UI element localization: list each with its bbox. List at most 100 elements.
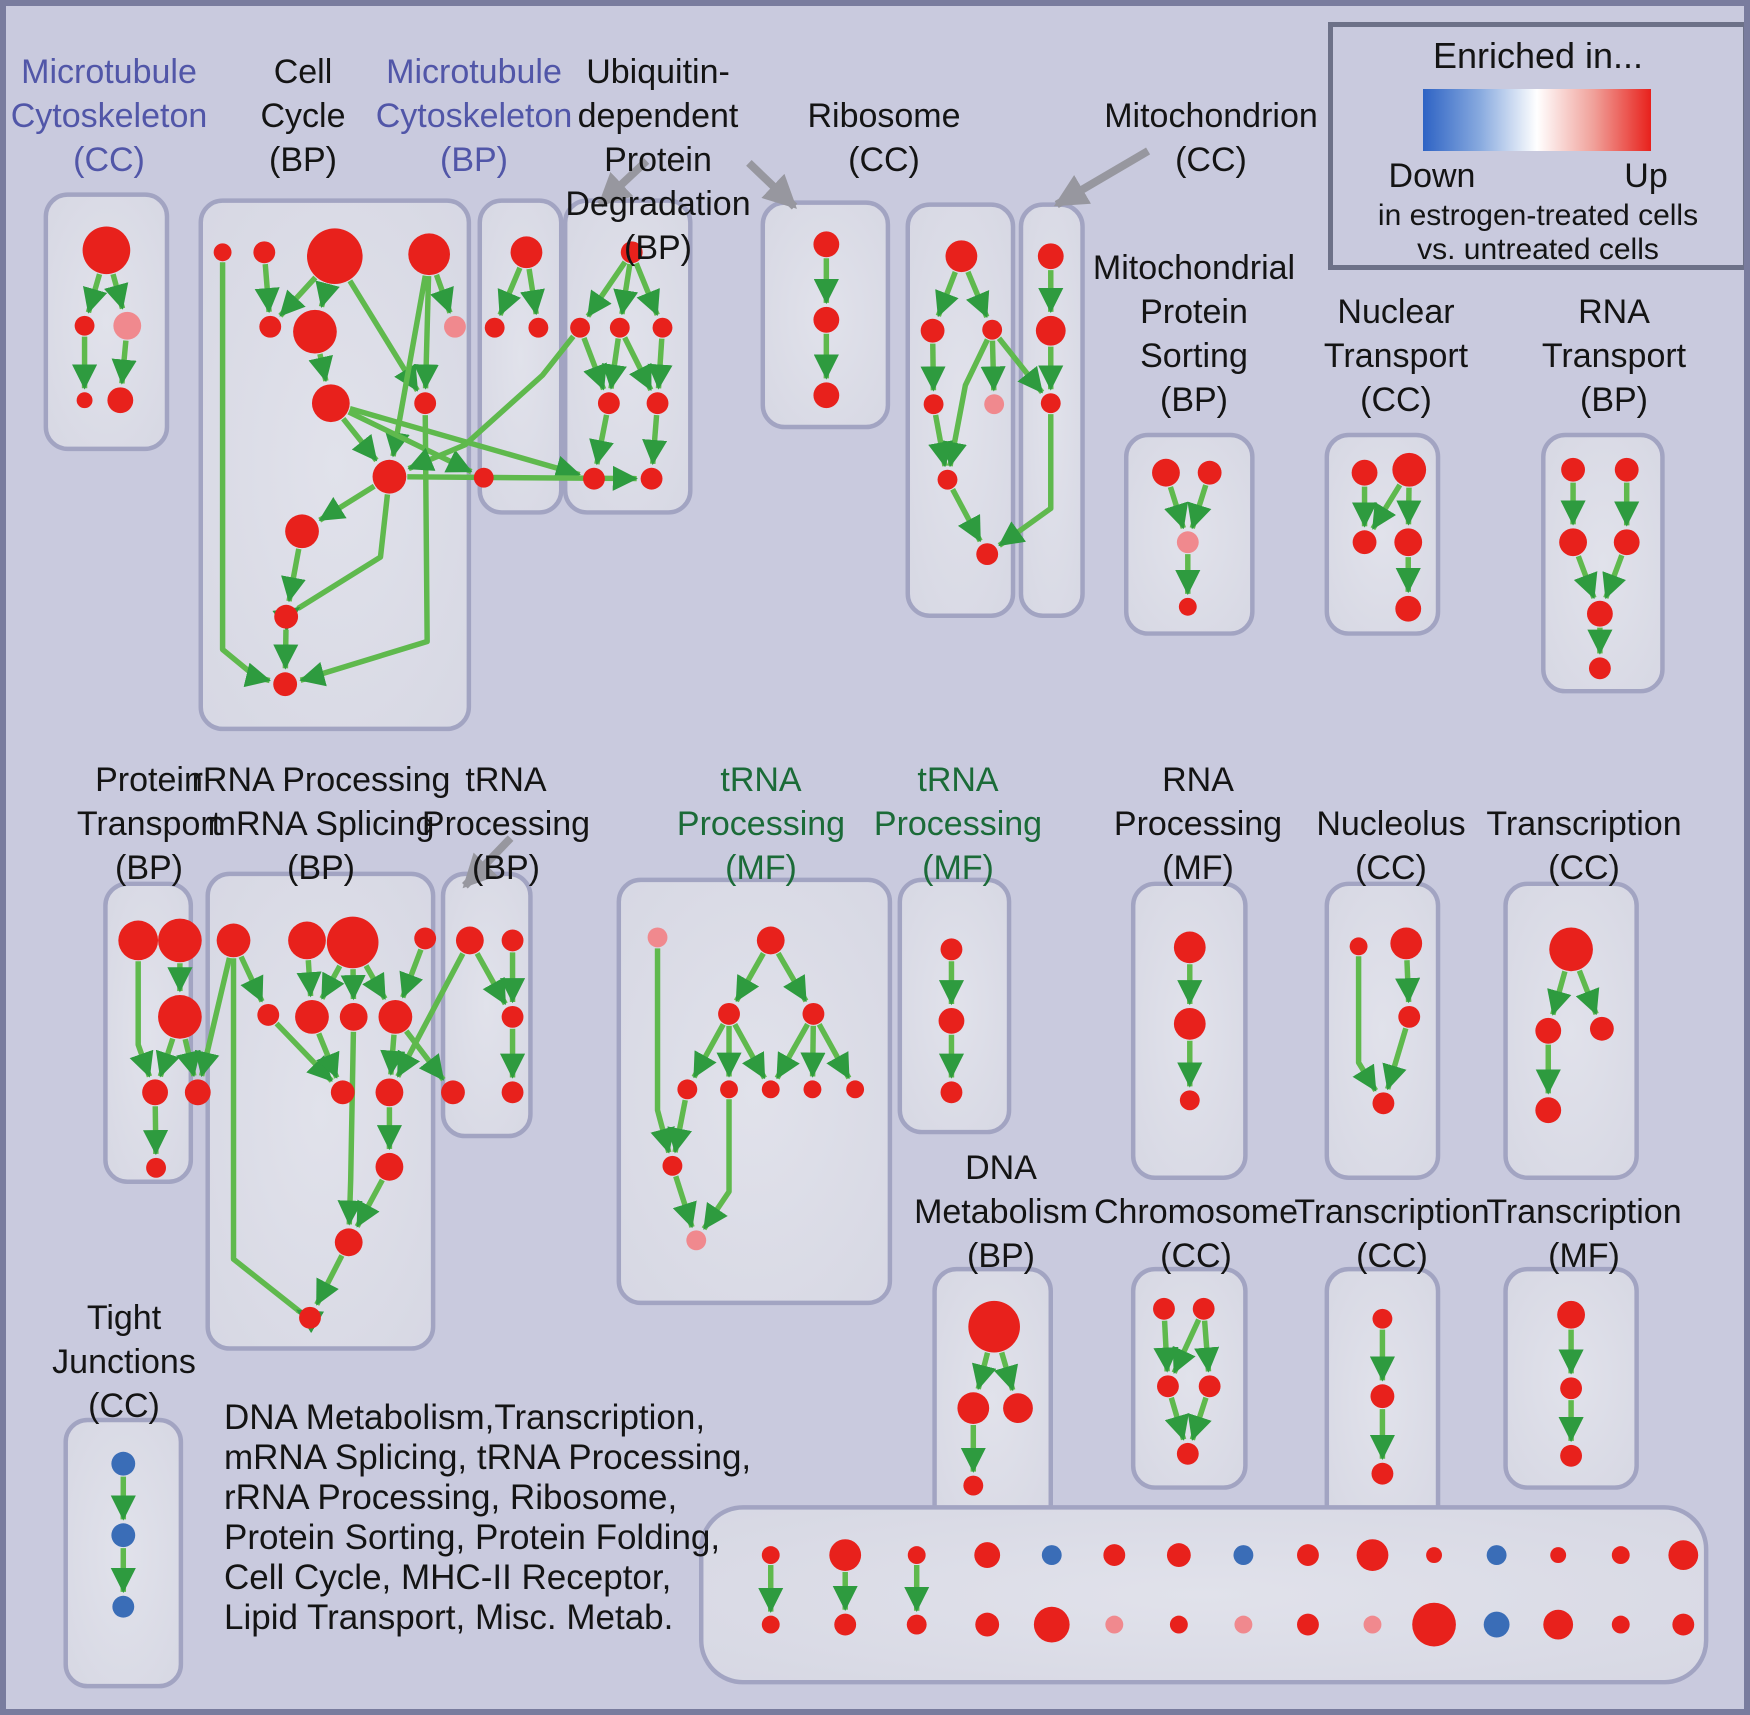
go-term-node-f5 [984, 394, 1005, 415]
go-term-node-a1 [82, 226, 131, 275]
go-term-node-l5 [257, 1003, 280, 1026]
go-term-node-xb8 [1234, 1615, 1253, 1634]
go-term-node-b7 [444, 315, 466, 338]
go-term-node-xt11 [1426, 1547, 1443, 1564]
go-term-node-r2 [1535, 1017, 1562, 1044]
go-term-node-j1 [1561, 457, 1585, 482]
edge-t4-t5 [1187, 1396, 1212, 1441]
edge-l2-l6 [296, 960, 322, 998]
go-term-node-j5 [1586, 600, 1613, 627]
go-term-node-xt6 [1103, 1544, 1126, 1567]
edge-d3-d5 [601, 338, 627, 390]
edge-k1-k4 [129, 961, 154, 1078]
edge-b1-b13 [219, 262, 271, 688]
go-term-node-k4 [142, 1079, 168, 1106]
go-term-node-s2 [957, 1392, 990, 1425]
go-term-node-q3 [1398, 1005, 1421, 1028]
edge-c1-c2 [497, 266, 523, 317]
go-term-node-xt2 [829, 1539, 862, 1571]
edge-d1-d2 [585, 260, 628, 318]
edge-b3-b5 [278, 275, 318, 318]
go-term-node-e3 [813, 382, 840, 409]
go-term-node-l3 [326, 916, 379, 969]
edge-f3-f5 [980, 340, 1006, 392]
go-term-node-e2 [813, 306, 840, 333]
go-term-node-xt9 [1297, 1544, 1319, 1567]
go-term-node-c3 [528, 317, 549, 338]
cluster-box-nucleolus-cc [1324, 881, 1441, 1180]
edge-b10-b12 [272, 494, 391, 632]
go-term-node-w2 [111, 1523, 136, 1548]
go-term-node-o3 [940, 1081, 963, 1104]
edge-n4-n7 [774, 1022, 810, 1080]
go-term-node-xb4 [975, 1612, 1000, 1637]
edge-d2-b10 [407, 334, 576, 472]
edge-d5-d7 [589, 414, 614, 466]
edge-n3-n7 [732, 1023, 767, 1080]
go-term-node-s4 [963, 1475, 984, 1496]
edge-s1-s2 [971, 1351, 997, 1391]
go-term-node-xb1 [761, 1615, 780, 1634]
go-term-node-l11 [375, 1152, 404, 1181]
edge-m1-l10 [395, 952, 466, 1078]
go-term-node-m5 [501, 1081, 524, 1104]
go-term-node-r4 [1535, 1097, 1562, 1124]
edge-d6-d8 [642, 414, 668, 466]
go-term-node-q2 [1390, 927, 1423, 960]
edge-f4-f6 [928, 414, 954, 468]
edge-h1-h3 [1164, 486, 1189, 530]
edge-l6-l9 [316, 1032, 340, 1079]
edge-q2-q3 [1395, 960, 1421, 1004]
edge-l8-l10 [380, 1034, 406, 1076]
go-term-node-b13 [273, 672, 298, 697]
edge-l3-l6 [319, 964, 345, 1000]
go-term-node-xb10 [1363, 1615, 1382, 1634]
go-term-node-p3 [1179, 1090, 1200, 1111]
go-term-node-n2 [756, 926, 785, 955]
edge-l1-l5 [238, 955, 265, 1003]
edge-b8-b10 [341, 417, 379, 463]
edge-t2-t4 [1194, 1320, 1220, 1373]
go-term-node-b8 [311, 384, 350, 423]
go-term-node-xt8 [1233, 1545, 1254, 1566]
edge-n10-n11 [672, 1175, 697, 1229]
go-term-node-a3 [113, 311, 142, 340]
go-term-node-i2 [1392, 452, 1427, 487]
go-term-node-xb14 [1611, 1615, 1630, 1634]
edge-f3-g3 [996, 336, 1045, 395]
legend-subtitle-line2: vs. untreated cells [1417, 233, 1659, 266]
go-term-node-b6 [293, 309, 337, 354]
edge-t1-t3 [1153, 1320, 1179, 1373]
go-term-node-l13 [299, 1306, 321, 1329]
go-term-node-l6 [295, 999, 329, 1034]
go-term-node-f7 [976, 543, 999, 566]
go-term-node-c4 [473, 467, 494, 488]
go-term-node-k1 [118, 920, 159, 961]
go-term-node-h2 [1197, 460, 1222, 485]
go-term-node-l7 [339, 1002, 368, 1031]
legend-subtitle-line1: in estrogen-treated cells [1377, 199, 1699, 232]
go-term-node-k2 [158, 918, 202, 963]
edge-a1-a2 [83, 273, 108, 314]
go-term-node-g1 [1037, 243, 1064, 270]
go-term-node-f4 [923, 394, 944, 415]
go-term-node-w3 [112, 1595, 135, 1618]
go-term-node-d7 [583, 467, 605, 490]
annotation-arrow-to-trna-bp-box [462, 835, 514, 889]
go-term-node-h3 [1176, 531, 1199, 554]
go-term-node-c2 [484, 317, 505, 338]
go-term-node-f6 [937, 469, 958, 490]
go-term-node-n5 [677, 1079, 698, 1100]
legend-title: Enriched in... [1432, 35, 1644, 76]
edge-b4-b9 [413, 276, 439, 390]
go-term-node-t4 [1198, 1375, 1221, 1398]
edge-l11-l12 [354, 1178, 385, 1228]
annotation-arrow-to-ubiquitin-box-1 [597, 158, 650, 208]
edge-l8-m3 [404, 1029, 446, 1082]
edge-b4-b10 [384, 275, 428, 458]
go-term-node-f1 [945, 240, 978, 273]
go-term-node-m2 [501, 929, 524, 952]
go-term-node-n7 [761, 1080, 780, 1099]
go-term-node-n10 [662, 1155, 683, 1176]
go-term-node-l4 [414, 927, 437, 950]
